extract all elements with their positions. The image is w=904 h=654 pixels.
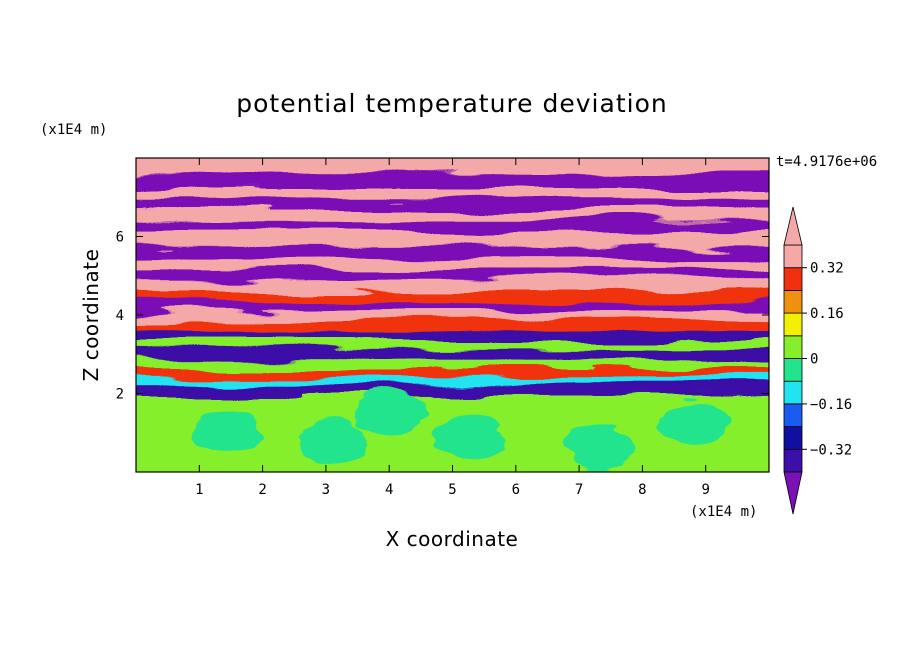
contour-patch — [354, 391, 425, 435]
contour-band — [136, 219, 769, 234]
contour-band — [136, 358, 769, 369]
colorbar-tick-label: 0.32 — [810, 261, 844, 277]
contour-band — [136, 184, 769, 199]
x-axis-unit: (x1E4 m) — [690, 504, 757, 520]
colorbar-tick-label: 0 — [810, 352, 818, 368]
colorbar-segment — [783, 244, 803, 269]
contour-band — [136, 278, 769, 292]
contour-band — [136, 266, 769, 281]
contour-band — [136, 318, 769, 331]
contour-patch — [436, 415, 507, 459]
colorbar-segment — [783, 267, 803, 291]
contour-patch — [658, 399, 728, 443]
x-tick-label: 4 — [385, 482, 393, 498]
contour-patch — [189, 411, 260, 455]
y-axis-unit: (x1E4 m) — [40, 122, 107, 138]
colorbar-segment — [783, 312, 803, 337]
contour-band — [136, 382, 769, 396]
colorbar-segment — [783, 448, 803, 473]
colorbar-segment — [783, 380, 803, 405]
colorbar-segment — [783, 426, 803, 450]
y-axis-ticks: 2 4 6 — [116, 230, 769, 403]
contour-band — [136, 208, 769, 222]
x-tick-label: 9 — [701, 482, 709, 498]
y-tick-label: 4 — [116, 308, 124, 324]
contour-band — [136, 255, 769, 269]
contour-band — [136, 348, 769, 361]
x-tick-label: 6 — [512, 482, 520, 498]
contour-patch — [563, 426, 633, 471]
x-tick-label: 2 — [258, 482, 266, 498]
contour-band — [136, 231, 769, 246]
contour-band — [136, 309, 769, 321]
y-axis-label: Z coordinate — [79, 249, 103, 382]
time-label: t=4.9176e+06 — [776, 154, 877, 170]
contour-band — [136, 338, 769, 351]
x-tick-label: 3 — [322, 482, 330, 498]
x-tick-label: 5 — [448, 482, 456, 498]
contour-band — [136, 289, 769, 302]
contour-bands — [136, 158, 769, 472]
contour-patch — [297, 419, 368, 463]
x-tick-label: 8 — [638, 482, 646, 498]
x-axis-ticks: 1 2 3 4 5 6 7 8 9 — [195, 158, 710, 498]
plot-area — [136, 158, 769, 472]
contour-band — [136, 328, 769, 341]
x-tick-label: 1 — [195, 482, 203, 498]
contour-band — [136, 366, 769, 377]
colorbar-segment — [783, 335, 803, 359]
colorbar-segment — [783, 403, 803, 427]
x-axis-label: X coordinate — [386, 527, 519, 551]
contour-band — [136, 158, 769, 175]
colorbar-over-arrow — [783, 206, 803, 246]
colorbar-tick-label: −0.32 — [810, 442, 852, 458]
colorbar: 0.32 0.16 0 −0.16 −0.32 — [783, 206, 852, 515]
colorbar-tick-label: 0.16 — [810, 306, 844, 322]
colorbar-tick-label: −0.16 — [810, 397, 852, 413]
colorbar-under-arrow — [783, 471, 803, 515]
colorbar-segment — [783, 358, 803, 382]
contour-band — [136, 172, 769, 187]
y-tick-label: 6 — [116, 230, 124, 246]
colorbar-segment — [783, 289, 803, 314]
contour-band — [136, 299, 769, 312]
chart-title: potential temperature deviation — [236, 89, 667, 118]
x-tick-label: 7 — [575, 482, 583, 498]
contour-band — [136, 196, 769, 211]
contour-band — [136, 374, 769, 385]
contour-band — [136, 243, 769, 258]
y-tick-label: 2 — [116, 387, 124, 403]
